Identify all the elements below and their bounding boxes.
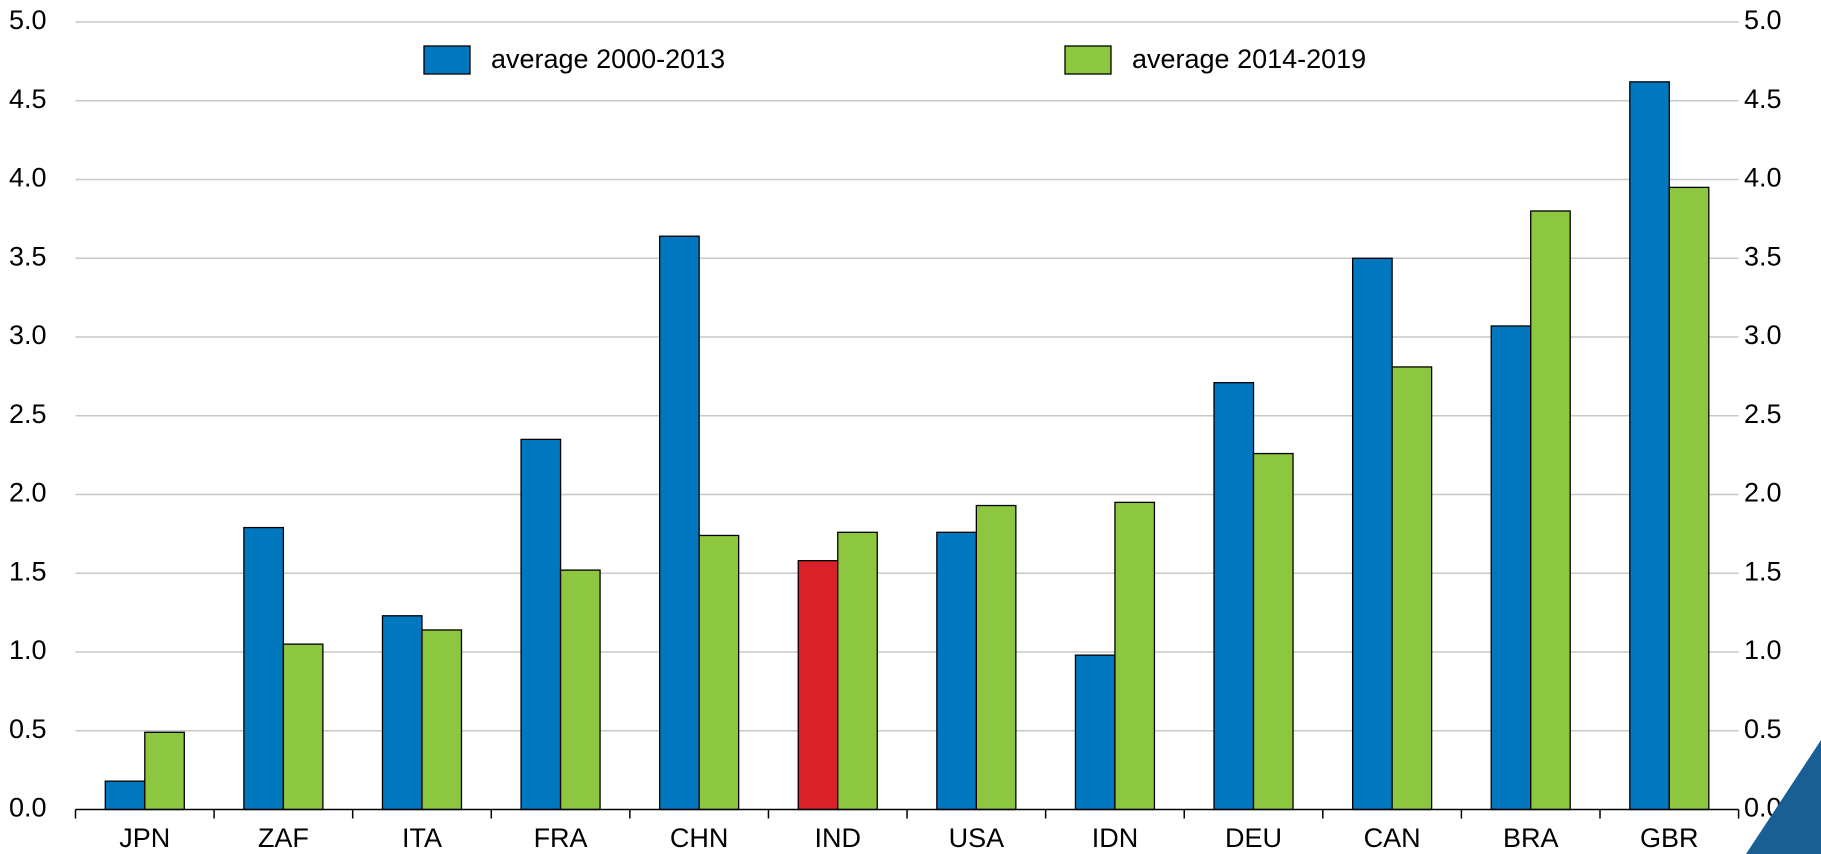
bar [936, 531, 977, 811]
bar [243, 526, 285, 811]
bar [1668, 186, 1710, 811]
bar [381, 615, 423, 811]
y-tick-label: 3.5 [9, 241, 47, 271]
bar [1252, 452, 1294, 811]
legend-label: average 2000-2013 [491, 44, 725, 74]
x-tick-label: ZAF [258, 823, 309, 853]
x-tick-label: USA [949, 823, 1005, 853]
bar [1351, 257, 1393, 811]
y-tick-label: 1.0 [9, 635, 47, 665]
bar [1490, 325, 1532, 811]
bar [559, 569, 601, 811]
legend-swatch [1064, 45, 1112, 75]
bar [975, 504, 1017, 811]
x-tick-label: GBR [1640, 823, 1699, 853]
bar [837, 531, 878, 811]
y-tick-label: 0.0 [9, 793, 47, 823]
bar [1629, 81, 1670, 811]
bar [1530, 210, 1571, 811]
bar [1114, 501, 1156, 811]
x-tick-label: CAN [1364, 823, 1421, 853]
x-tick-label: FRA [534, 823, 588, 853]
y-tick-label: 2.5 [9, 399, 47, 429]
y2-tick-label: 2.0 [1744, 478, 1782, 508]
x-tick-label: BRA [1503, 823, 1559, 853]
x-tick-label: JPN [119, 823, 170, 853]
y2-tick-label: 1.5 [1744, 556, 1782, 586]
y-tick-label: 0.5 [9, 714, 47, 744]
y2-tick-label: 4.0 [1744, 163, 1782, 193]
y2-tick-label: 3.0 [1744, 320, 1782, 350]
y-tick-label: 1.5 [9, 556, 47, 586]
legend-swatch [423, 45, 471, 75]
bar [520, 438, 562, 811]
bar [144, 731, 185, 811]
x-tick-label: IDN [1092, 823, 1139, 853]
y-tick-label: 2.0 [9, 478, 47, 508]
bar [1213, 382, 1255, 811]
x-tick-label: CHN [670, 823, 729, 853]
corner-decoration [1746, 740, 1821, 854]
y-tick-label: 5.0 [9, 5, 47, 35]
bar [104, 780, 146, 811]
y-tick-label: 4.0 [9, 163, 47, 193]
legend-label: average 2014-2019 [1132, 44, 1366, 74]
bar [1391, 366, 1433, 811]
y2-tick-label: 3.5 [1744, 241, 1782, 271]
y2-tick-label: 2.5 [1744, 399, 1782, 429]
x-tick-label: IND [815, 823, 862, 853]
y-tick-label: 4.5 [9, 84, 47, 114]
bar [421, 629, 463, 811]
y2-tick-label: 0.5 [1744, 714, 1782, 744]
y2-tick-label: 5.0 [1744, 5, 1782, 35]
bar [698, 534, 740, 811]
y2-tick-label: 1.0 [1744, 635, 1782, 665]
x-tick-label: ITA [402, 823, 442, 853]
x-tick-label: DEU [1225, 823, 1282, 853]
bar [1074, 654, 1116, 811]
bar [659, 235, 700, 811]
y-tick-label: 3.0 [9, 320, 47, 350]
bar [282, 643, 324, 811]
bar [797, 560, 839, 811]
y2-tick-label: 4.5 [1744, 84, 1782, 114]
